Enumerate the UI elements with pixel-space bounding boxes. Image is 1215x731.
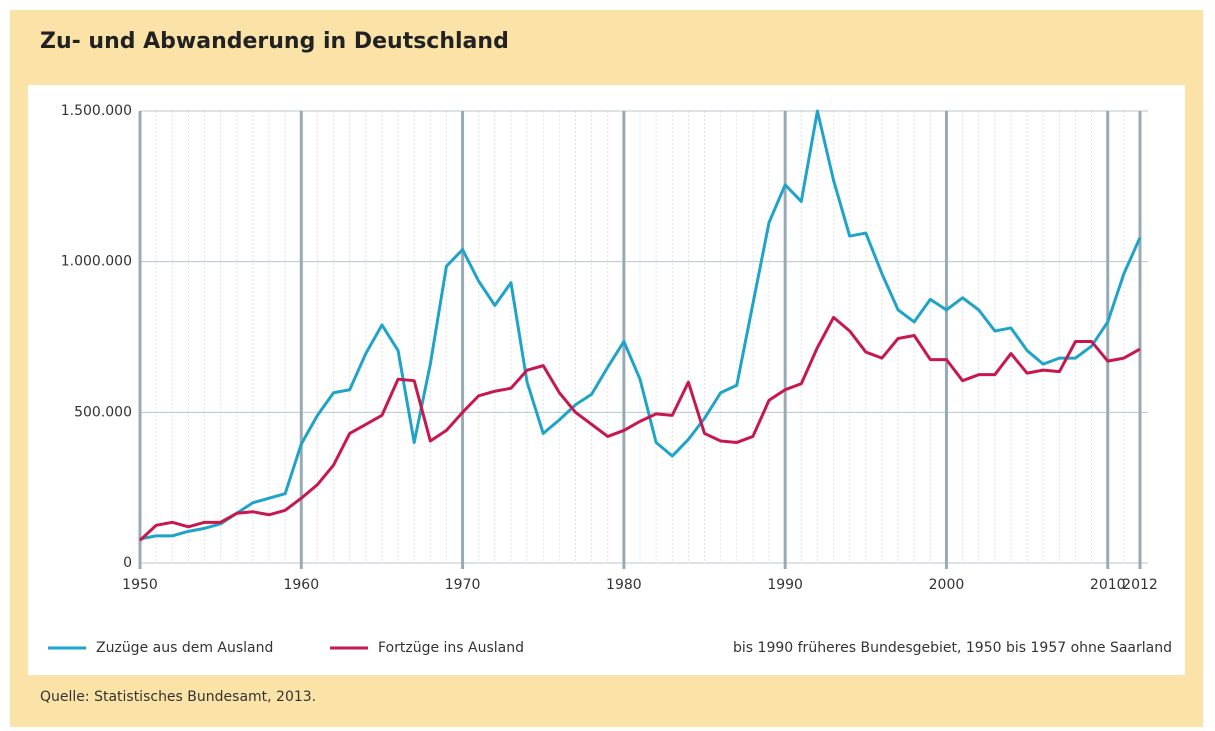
note: bis 1990 früheres Bundesgebiet, 1950 bis… xyxy=(733,640,1172,656)
x-tick-label: 1970 xyxy=(445,577,481,593)
legend-label: Fortzüge ins Ausland xyxy=(378,640,524,656)
series-line xyxy=(138,315,1141,542)
x-tick-label: 1960 xyxy=(283,577,319,593)
y-tick-label: 500.000 xyxy=(74,404,132,420)
x-tick-label: 1980 xyxy=(606,577,642,593)
x-tick-label: 1990 xyxy=(767,577,803,593)
x-tick-label: 2012 xyxy=(1122,577,1158,593)
y-tick-label: 1.500.000 xyxy=(61,103,132,119)
y-tick-label: 1.000.000 xyxy=(61,254,132,270)
y-tick-label: 0 xyxy=(123,555,132,571)
chart-title: Zu- und Abwanderung in Deutschland xyxy=(40,29,509,54)
source: Quelle: Statistisches Bundesamt, 2013. xyxy=(40,689,316,705)
series-line xyxy=(139,109,1142,541)
x-tick-label: 2000 xyxy=(929,577,965,593)
legend-label: Zuzüge aus dem Ausland xyxy=(96,640,273,656)
x-tick-label: 2010 xyxy=(1090,577,1126,593)
x-tick-label: 1950 xyxy=(122,577,158,593)
